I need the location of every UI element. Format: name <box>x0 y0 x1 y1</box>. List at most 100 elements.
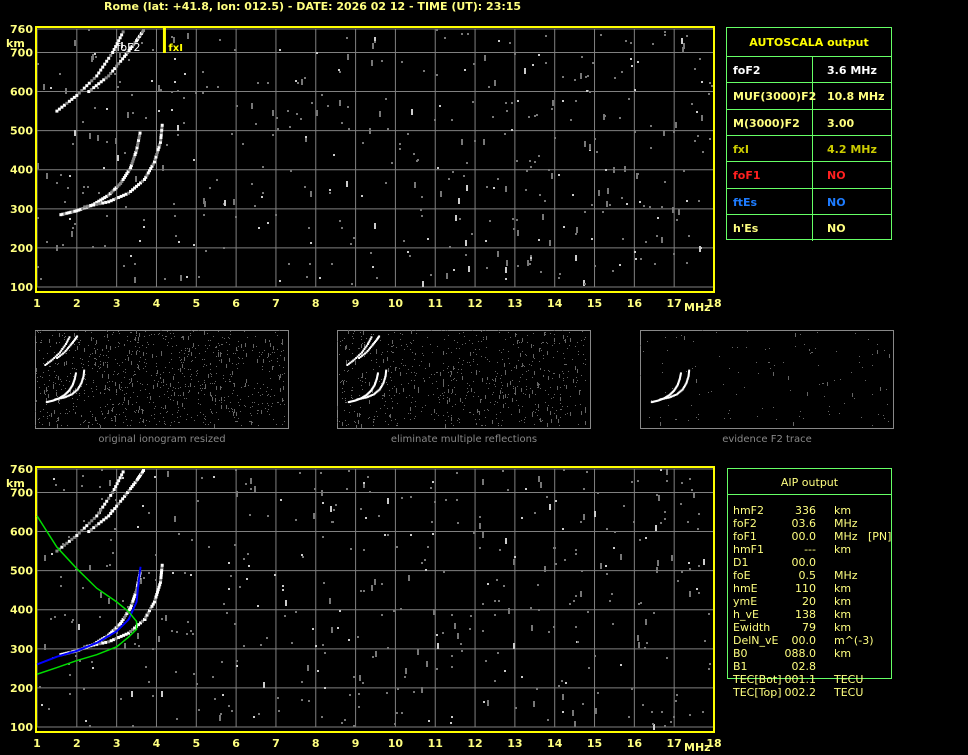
noise-point <box>73 403 74 404</box>
noise-point <box>171 330 172 331</box>
noise-point <box>381 383 382 384</box>
trace-point <box>117 479 121 483</box>
noise-point <box>768 362 769 363</box>
noise-point <box>97 371 98 372</box>
noise-point <box>114 528 116 530</box>
noise-point <box>396 347 397 348</box>
noise-point <box>196 375 197 376</box>
noise-point <box>159 333 160 334</box>
noise-point <box>357 413 358 417</box>
noise-point <box>583 363 584 364</box>
noise-point <box>423 70 425 72</box>
noise-point <box>686 371 687 372</box>
noise-point <box>48 394 49 398</box>
noise-point <box>190 369 191 370</box>
noise-point <box>171 395 172 396</box>
trace-point <box>79 207 83 211</box>
noise-point <box>198 345 199 346</box>
trace-point <box>129 487 133 491</box>
noise-point <box>403 365 404 366</box>
trace-point <box>92 516 96 520</box>
noise-point <box>212 383 213 384</box>
noise-point <box>444 339 445 340</box>
noise-point <box>342 340 343 341</box>
noise-point <box>493 392 494 393</box>
noise-point <box>131 378 132 382</box>
noise-point <box>353 676 355 678</box>
trace-point <box>372 385 375 388</box>
noise-point <box>204 382 205 383</box>
noise-point <box>508 394 509 395</box>
noise-point <box>109 389 110 390</box>
trace-point <box>159 133 163 137</box>
noise-point <box>448 389 449 393</box>
trace-point <box>99 520 103 524</box>
noise-point <box>444 392 445 393</box>
trace-point <box>118 476 122 480</box>
trace-point <box>81 379 84 382</box>
y-tick-label: 300 <box>10 643 33 656</box>
noise-point <box>146 353 147 354</box>
noise-point <box>565 682 567 684</box>
trace-point <box>67 99 71 103</box>
aip-label: foF1 <box>733 530 757 543</box>
trace-point <box>127 49 131 52</box>
noise-point <box>250 478 252 484</box>
trace-point <box>68 388 71 391</box>
noise-point <box>258 227 260 229</box>
noise-point <box>370 353 371 354</box>
thumbnail-f2-trace <box>640 330 894 429</box>
noise-point <box>238 341 239 342</box>
noise-point <box>360 508 362 510</box>
noise-point <box>430 344 431 345</box>
noise-point <box>202 92 204 94</box>
aip-title: AIP output <box>780 476 839 489</box>
noise-point <box>139 347 140 348</box>
trace-point <box>94 84 98 88</box>
noise-point <box>376 353 377 354</box>
trace-point <box>125 612 129 616</box>
noise-point <box>485 425 486 426</box>
noise-point <box>219 715 221 721</box>
noise-point <box>108 374 109 375</box>
noise-point <box>184 572 186 574</box>
noise-point <box>143 226 145 228</box>
noise-point <box>539 194 541 196</box>
noise-point <box>127 387 128 388</box>
fxi-marker-label: fxI <box>168 43 183 54</box>
noise-point <box>462 402 463 403</box>
noise-point <box>854 398 855 399</box>
noise-point <box>421 562 423 564</box>
noise-point <box>238 402 239 403</box>
noise-point <box>102 374 103 378</box>
noise-point <box>153 385 154 389</box>
noise-point <box>544 370 545 371</box>
noise-point <box>216 373 217 374</box>
trace-point <box>75 93 79 97</box>
noise-point <box>673 253 675 255</box>
noise-point <box>414 418 415 419</box>
noise-point <box>514 393 515 394</box>
noise-point <box>575 386 576 387</box>
noise-point <box>147 384 148 385</box>
noise-point <box>331 627 333 633</box>
autoscala-label: foF2 <box>733 64 761 77</box>
noise-point <box>47 353 48 354</box>
noise-point <box>203 414 204 415</box>
noise-point <box>174 421 175 422</box>
noise-point <box>204 364 205 365</box>
noise-point <box>487 409 488 410</box>
noise-point <box>119 365 120 366</box>
noise-point <box>464 336 465 337</box>
noise-point <box>55 484 57 486</box>
noise-point <box>210 422 211 423</box>
noise-point <box>230 334 231 335</box>
noise-point <box>282 339 283 340</box>
noise-point <box>622 238 624 240</box>
noise-point <box>530 607 532 609</box>
noise-point <box>485 330 486 331</box>
noise-point <box>465 398 466 399</box>
noise-point <box>575 233 577 235</box>
noise-point <box>202 71 204 73</box>
noise-point <box>173 376 174 380</box>
